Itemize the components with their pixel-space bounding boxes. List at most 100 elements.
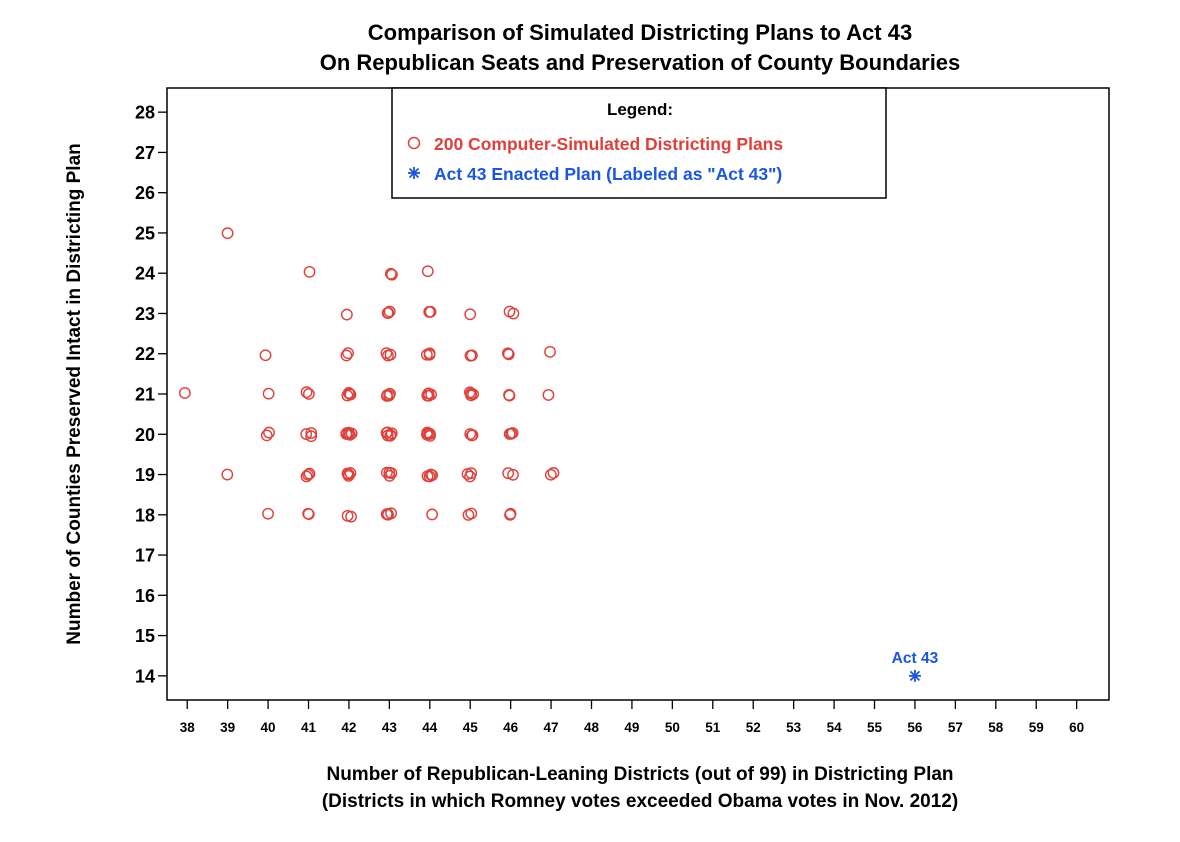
y-tick-label: 14 — [135, 666, 155, 686]
simulated-plan-point — [384, 267, 397, 280]
simulated-plan-point — [381, 307, 394, 319]
simulated-plan-point — [340, 308, 353, 321]
x-tick-label: 41 — [301, 720, 317, 735]
simulated-plan-point — [300, 386, 313, 399]
simulated-plan-point — [421, 389, 434, 402]
x-tick-label: 59 — [1029, 720, 1044, 735]
x-axis-label-line-1: Number of Republican-Leaning Districts (… — [326, 764, 953, 785]
x-tick-label: 57 — [948, 720, 963, 735]
simulated-plan-point — [343, 387, 356, 400]
simulated-plan-point — [305, 427, 318, 439]
simulated-plan-point — [259, 349, 272, 362]
simulated-plan-point — [544, 468, 557, 481]
simulated-plan-point — [381, 389, 394, 402]
simulated-plan-point — [221, 468, 234, 481]
simulated-plan-point — [303, 467, 316, 480]
y-tick-label: 28 — [135, 103, 155, 123]
y-axis-label: Number of Counties Preserved Intact in D… — [64, 143, 85, 645]
simulated-plan-point — [303, 265, 316, 278]
legend-title: Legend: — [607, 100, 673, 119]
act-43-annotation: Act 43 — [892, 650, 939, 667]
simulated-plan-point — [262, 387, 275, 400]
legend-circle-marker — [407, 136, 421, 150]
simulated-plan-point — [221, 227, 234, 240]
x-tick-label: 56 — [907, 720, 923, 735]
x-tick-label: 40 — [261, 720, 276, 735]
simulated-plan-point — [423, 306, 436, 318]
x-tick-label: 55 — [867, 720, 883, 735]
simulated-plan-point — [382, 349, 394, 362]
simulated-plan-point — [421, 265, 434, 278]
y-tick-label: 18 — [135, 505, 155, 525]
x-tick-label: 54 — [827, 720, 843, 735]
simulated-plan-point — [344, 388, 357, 401]
legend: Legend: 200 Computer-Simulated Districti… — [391, 87, 887, 199]
legend-entry-act43: Act 43 Enacted Plan (Labeled as "Act 43"… — [434, 164, 782, 184]
simulated-plan-point — [462, 509, 475, 521]
x-tick-label: 48 — [584, 720, 600, 735]
x-tick-label: 47 — [544, 720, 559, 735]
x-axis-label-line-2: (Districts in which Romney votes exceede… — [322, 791, 958, 812]
y-tick-label: 26 — [135, 183, 155, 203]
simulated-plan-point — [302, 508, 315, 521]
y-tick-label: 17 — [135, 546, 155, 566]
simulated-plan-point — [260, 429, 273, 442]
simulated-plan-point — [386, 268, 398, 281]
x-tick-label: 46 — [503, 720, 519, 735]
simulated-plan-point — [547, 467, 560, 479]
simulated-plan-point — [263, 426, 275, 439]
simulated-plan-point — [466, 429, 479, 442]
simulated-plan-point — [179, 387, 191, 399]
x-tick-label: 38 — [180, 720, 196, 735]
simulated-plan-point — [383, 466, 396, 479]
simulated-plan-point — [302, 388, 315, 400]
y-tick-label: 16 — [135, 586, 155, 606]
simulated-plan-point — [342, 347, 354, 360]
x-tick-label: 51 — [705, 720, 721, 735]
legend-box — [391, 87, 887, 199]
simulated-plan-point — [380, 347, 393, 360]
x-tick-label: 52 — [746, 720, 761, 735]
x-tick-label: 58 — [988, 720, 1004, 735]
x-tick-label: 60 — [1069, 720, 1084, 735]
y-tick-label: 19 — [135, 465, 155, 485]
y-tick-label: 21 — [135, 385, 155, 405]
simulated-plan-point — [262, 507, 274, 520]
simulated-plan-point — [300, 470, 313, 483]
simulated-plan-point — [464, 349, 477, 362]
simulated-plan-point — [544, 345, 556, 358]
y-axis: 14 15 16 17 18 19 20 21 22 23 24 25 26 27 28 — [135, 103, 167, 686]
simulated-plan-point — [464, 308, 477, 321]
simulated-plan-point — [426, 508, 439, 521]
x-tick-label: 53 — [786, 720, 802, 735]
y-tick-label: 24 — [135, 264, 155, 284]
chart-title-line-2: On Republican Seats and Preservation of … — [320, 50, 961, 75]
simulated-plan-point — [502, 467, 515, 480]
simulated-plan-point — [503, 428, 516, 440]
x-tick-label: 43 — [382, 720, 398, 735]
simulated-plan-point — [501, 347, 514, 360]
simulated-plan-point — [465, 467, 478, 480]
legend-entry-simulated: 200 Computer-Simulated Districting Plans — [434, 134, 783, 154]
simulated-plan-point — [345, 510, 357, 523]
simulated-plan-point — [344, 467, 357, 479]
y-tick-label: 23 — [135, 304, 155, 324]
x-tick-label: 49 — [624, 720, 639, 735]
x-tick-label: 45 — [463, 720, 479, 735]
simulated-plan-point — [503, 389, 516, 402]
simulated-plan-point — [507, 468, 519, 481]
x-tick-label: 44 — [422, 720, 438, 735]
y-tick-label: 25 — [135, 223, 155, 243]
simulated-plan-point — [424, 428, 436, 440]
simulated-plan-point — [507, 307, 520, 320]
y-tick-label: 27 — [135, 143, 155, 163]
simulated-plan-point — [504, 508, 516, 521]
y-tick-label: 15 — [135, 626, 155, 646]
simulated-plan-point — [302, 468, 314, 481]
x-axis: 38 39 40 41 42 43 44 45 46 47 48 49 50 51 52 53 54 55 56 57… — [180, 700, 1084, 735]
y-tick-label: 22 — [135, 344, 155, 364]
simulated-plan-point — [342, 428, 355, 441]
simulated-plan-point — [340, 349, 353, 362]
legend-asterisk-marker — [408, 167, 420, 179]
